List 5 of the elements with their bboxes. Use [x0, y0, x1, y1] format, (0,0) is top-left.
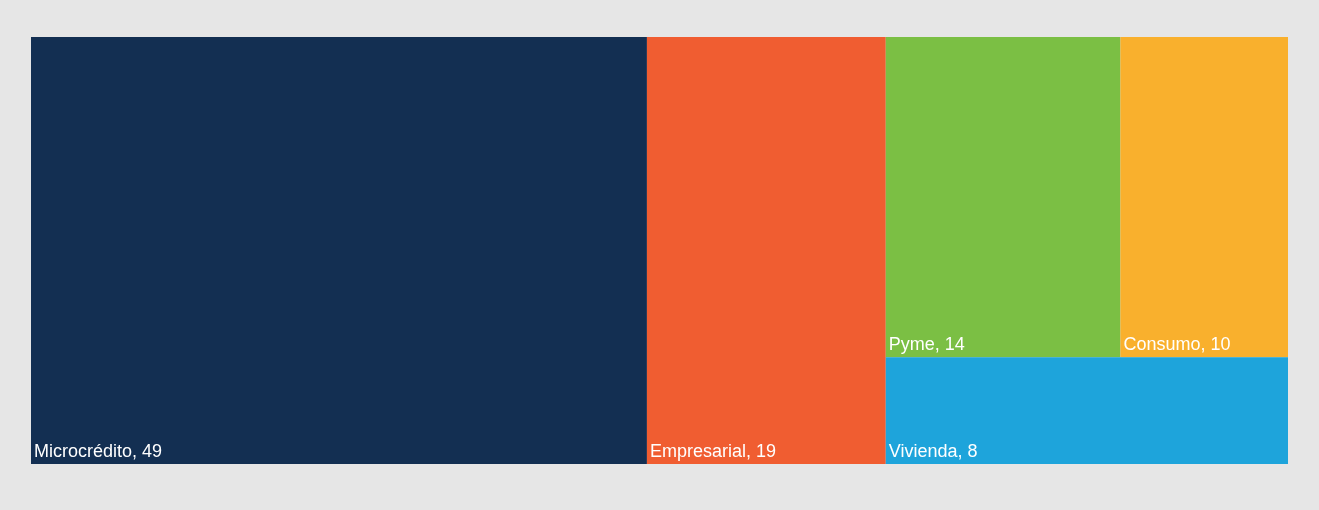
data-label: , 19 — [745, 441, 776, 461]
data-label: , 8 — [957, 441, 978, 461]
data-label: , 14 — [934, 334, 965, 355]
data-label: , 49 — [132, 441, 163, 461]
data-label: , 10 — [1200, 334, 1231, 355]
